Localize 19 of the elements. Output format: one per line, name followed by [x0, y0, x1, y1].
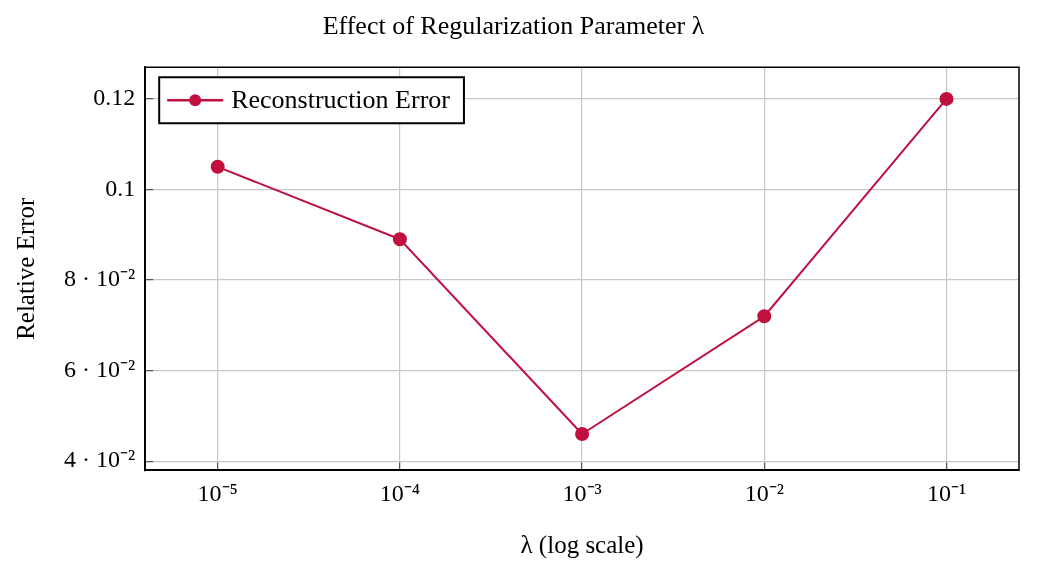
y-tick-label: 8 · 10⁻²	[64, 265, 136, 292]
y-tick-label: 0.12	[93, 84, 136, 111]
chart-title: Effect of Regularization Parameter λ	[322, 11, 705, 41]
point	[575, 426, 590, 441]
point	[939, 91, 954, 106]
point	[757, 309, 772, 324]
x-tick-label: 10⁻³	[562, 479, 602, 506]
x-tick-label: 10⁻²	[744, 479, 784, 506]
y-tick-label: 6 · 10⁻²	[64, 355, 136, 382]
x-tick-label: 10⁻⁴	[379, 479, 421, 506]
y-tick-label: 4 · 10⁻²	[64, 446, 136, 473]
y-axis-title: Relative Error	[11, 196, 39, 340]
x-tick-label: 10⁻¹	[926, 479, 967, 506]
x-tick-label: 10⁻⁵	[197, 479, 238, 506]
point	[392, 232, 407, 247]
legend-label: Reconstruction Error	[231, 85, 451, 115]
y-tick-label: 0.1	[105, 174, 136, 201]
point	[210, 159, 225, 174]
x-axis-title: λ (log scale)	[520, 530, 644, 559]
